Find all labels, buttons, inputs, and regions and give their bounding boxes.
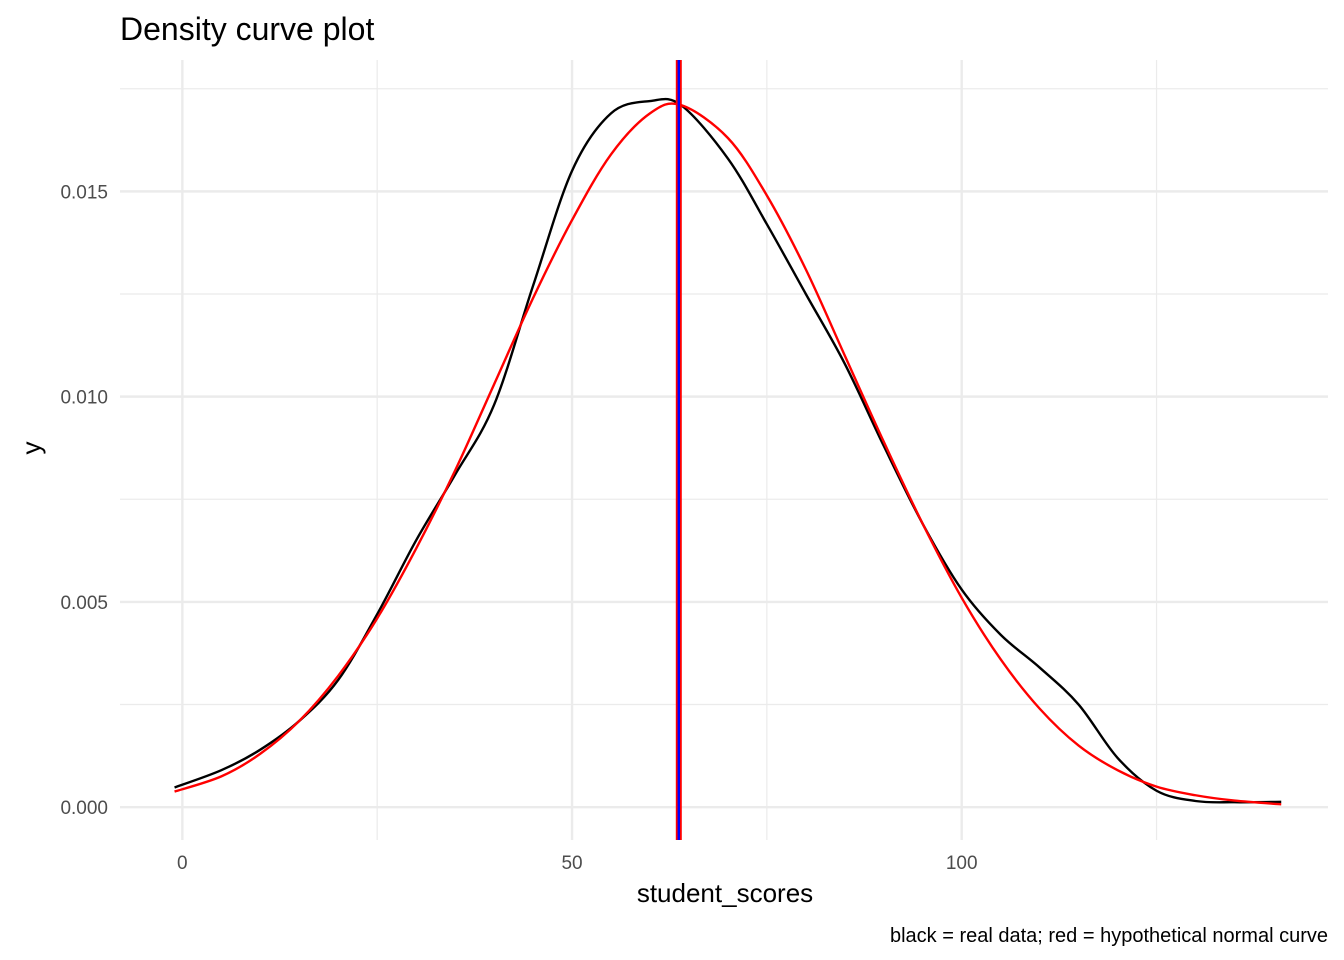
chart-title: Density curve plot xyxy=(120,11,374,47)
tick-labels: 0 50 100 0.000 0.005 0.010 0.015 xyxy=(60,182,977,874)
x-axis-title: student_scores xyxy=(637,878,813,908)
y-tick-label: 0.015 xyxy=(60,182,108,203)
y-tick-label: 0.005 xyxy=(60,593,108,614)
chart-caption: black = real data; red = hypothetical no… xyxy=(890,925,1328,947)
major-grid xyxy=(120,60,1328,840)
y-axis-title: y xyxy=(16,442,46,455)
density-curves xyxy=(174,97,1282,806)
x-tick-label: 50 xyxy=(561,853,582,874)
y-tick-label: 0.000 xyxy=(60,798,108,819)
normal-curve-line xyxy=(174,102,1282,806)
real-data-density-line xyxy=(174,97,1282,804)
y-tick-label: 0.010 xyxy=(60,388,108,409)
minor-grid xyxy=(120,60,1328,840)
x-tick-label: 100 xyxy=(946,853,978,874)
x-tick-label: 0 xyxy=(177,853,188,874)
